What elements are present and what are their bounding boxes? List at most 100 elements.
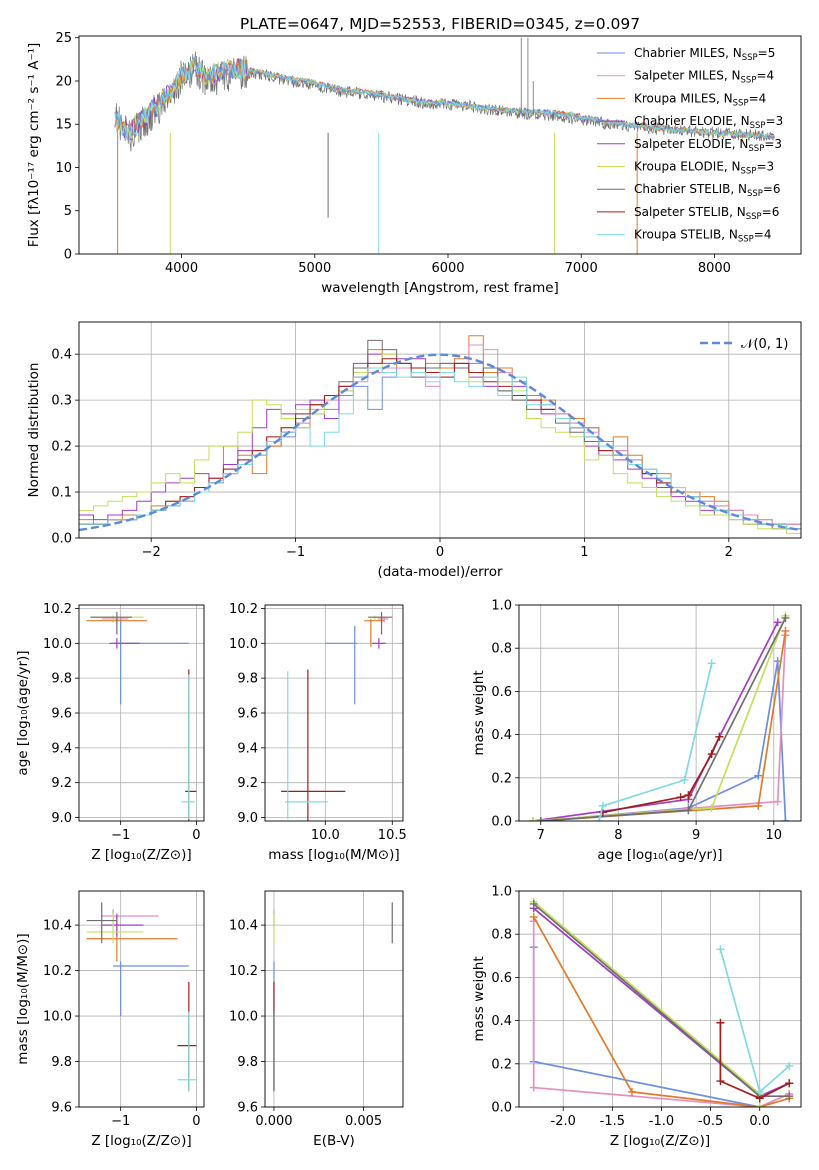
grid-lines	[79, 891, 204, 1108]
y-tick-label: 9.8	[51, 672, 72, 687]
axes-frame	[78, 604, 205, 822]
weight-marker	[707, 750, 716, 759]
legend-label: Salpeter STELIB, NSSP=6	[634, 205, 779, 222]
weight-line-kroupa_elodie	[532, 615, 787, 821]
y-tick-label: 9.4	[51, 741, 72, 756]
weight-marker	[595, 817, 604, 821]
axes-frame	[78, 890, 205, 1108]
y-tick-label: 9.2	[51, 776, 72, 791]
grid-lines	[519, 890, 801, 1108]
legend-label: Chabrier MILES, NSSP=5	[634, 46, 775, 63]
y-tick-label: 0.0	[491, 1101, 512, 1116]
weight-marker	[529, 1083, 538, 1092]
y-tick-label: 10.2	[229, 602, 258, 617]
y-tick-label: 9.8	[51, 1055, 72, 1070]
plot-area	[86, 902, 197, 1092]
axes-frame	[518, 890, 802, 1108]
x-tick-label: −1	[111, 1114, 130, 1129]
y-tick-label: 9.6	[51, 707, 72, 722]
normal-curve	[79, 353, 801, 532]
y-axis-label: mass weight	[471, 956, 487, 1041]
y-tick-label: 0.4	[491, 1014, 512, 1029]
y-tick-label: 0.6	[491, 971, 512, 986]
x-tick-label: 0.005	[345, 1114, 382, 1129]
grid-lines	[265, 605, 403, 821]
y-tick-label: 1.0	[491, 599, 512, 614]
x-tick-label: 7	[537, 828, 545, 843]
y-tick-label: 9.2	[237, 776, 258, 791]
y-tick-label: 10.0	[229, 637, 258, 652]
x-axis-label: wavelength [Angstrom, rest frame]	[321, 280, 559, 296]
y-axis-label: Flux [fλ10⁻¹⁷ erg cm⁻² s⁻¹ A⁻¹]	[26, 43, 42, 248]
y-tick-label: 1.0	[491, 885, 512, 900]
x-tick-label: 0	[436, 545, 444, 560]
weight-marker	[785, 1061, 794, 1070]
x-tick-label: 6000	[431, 261, 464, 276]
x-tick-label: 4000	[165, 261, 198, 276]
y-axis-label: mass weight	[471, 670, 487, 755]
panel-mass_weight_vs_age: 7 8 9 10 0.0 0.2 0.4 0.6 0.8 1.0 age [log₁₀(age/yr…	[471, 599, 802, 863]
legend-label: Kroupa STELIB, NSSP=4	[634, 228, 772, 245]
y-tick-label: 0.8	[491, 642, 512, 657]
y-tick-label: 10.4	[229, 919, 258, 934]
x-tick-label: 7000	[565, 261, 598, 276]
y-tick-label: 20	[55, 74, 72, 89]
weight-marker	[754, 801, 763, 810]
x-axis-label: (data-model)/error	[377, 564, 503, 580]
y-tick-label: 10.0	[229, 1010, 258, 1025]
weight-line-chabrier_elodie	[532, 621, 779, 821]
y-tick-label: 0.2	[491, 1057, 512, 1072]
x-tick-label: -0.5	[698, 1114, 723, 1129]
weight-marker	[716, 945, 725, 954]
weight-marker	[707, 659, 716, 668]
x-tick-label: -1.5	[600, 1114, 625, 1129]
y-tick-label: 0.3	[51, 394, 72, 409]
legend-label: Chabrier ELODIE, NSSP=3	[634, 114, 783, 131]
x-tick-label: 10	[766, 828, 783, 843]
weight-marker	[781, 613, 790, 622]
weight-marker	[785, 1092, 794, 1101]
panel-spectrum: 4000 5000 6000 7000 8000 0 5 10 15 20 25 wavelength…	[26, 31, 802, 296]
axes-frame	[78, 35, 802, 255]
weight-marker	[529, 899, 538, 908]
plot-area	[86, 611, 197, 821]
y-tick-label: 0.4	[491, 728, 512, 743]
x-tick-label: 10.0	[311, 828, 340, 843]
x-tick-label: −2	[142, 545, 161, 560]
x-tick-label: 0.0	[749, 1114, 770, 1129]
weight-line-salpeter_miles	[532, 921, 790, 1107]
y-tick-label: 25	[55, 31, 72, 46]
weight-line-kroupa_miles	[532, 916, 790, 1107]
weight-marker	[781, 626, 790, 635]
spectrum-legend: Chabrier MILES, NSSP=5 Salpeter MILES, NS…	[597, 46, 783, 245]
grid-lines	[79, 605, 204, 821]
weight-line-kroupa_stelib	[598, 663, 713, 821]
y-axis-label: Normed distribution	[26, 363, 42, 498]
x-axis-label: Z [log₁₀(Z/Z⊙)]	[91, 847, 191, 863]
x-tick-label: -1.0	[649, 1114, 674, 1129]
hist-kroupa_stelib	[79, 367, 801, 530]
weight-marker	[781, 817, 790, 821]
y-tick-label: 10.2	[43, 602, 72, 617]
weight-marker	[755, 1103, 764, 1107]
weight-marker	[598, 801, 607, 810]
y-tick-label: 10.4	[43, 919, 72, 934]
x-axis-label: mass [log₁₀(M/M⊙)]	[268, 847, 399, 863]
y-tick-label: 9.6	[237, 1101, 258, 1116]
x-tick-label: -2.0	[551, 1114, 576, 1129]
x-tick-label: 1	[580, 545, 588, 560]
legend-label: Kroupa ELODIE, NSSP=3	[634, 160, 774, 177]
y-tick-label: 9.8	[237, 1055, 258, 1070]
x-axis-label: Z [log₁₀(Z/Z⊙)]	[610, 1133, 710, 1149]
x-axis-label: age [log₁₀(age/yr)]	[597, 847, 722, 863]
weight-marker	[754, 771, 763, 780]
plot-area	[528, 611, 790, 821]
y-tick-label: 0.8	[491, 928, 512, 943]
grid-lines	[265, 891, 403, 1108]
y-tick-label: 9.4	[237, 741, 258, 756]
x-tick-label: 8	[614, 828, 622, 843]
weight-line-salpeter_stelib	[719, 1022, 790, 1100]
y-tick-label: 9.6	[237, 707, 258, 722]
y-tick-label: 9.8	[237, 672, 258, 687]
y-tick-label: 0.2	[491, 771, 512, 786]
